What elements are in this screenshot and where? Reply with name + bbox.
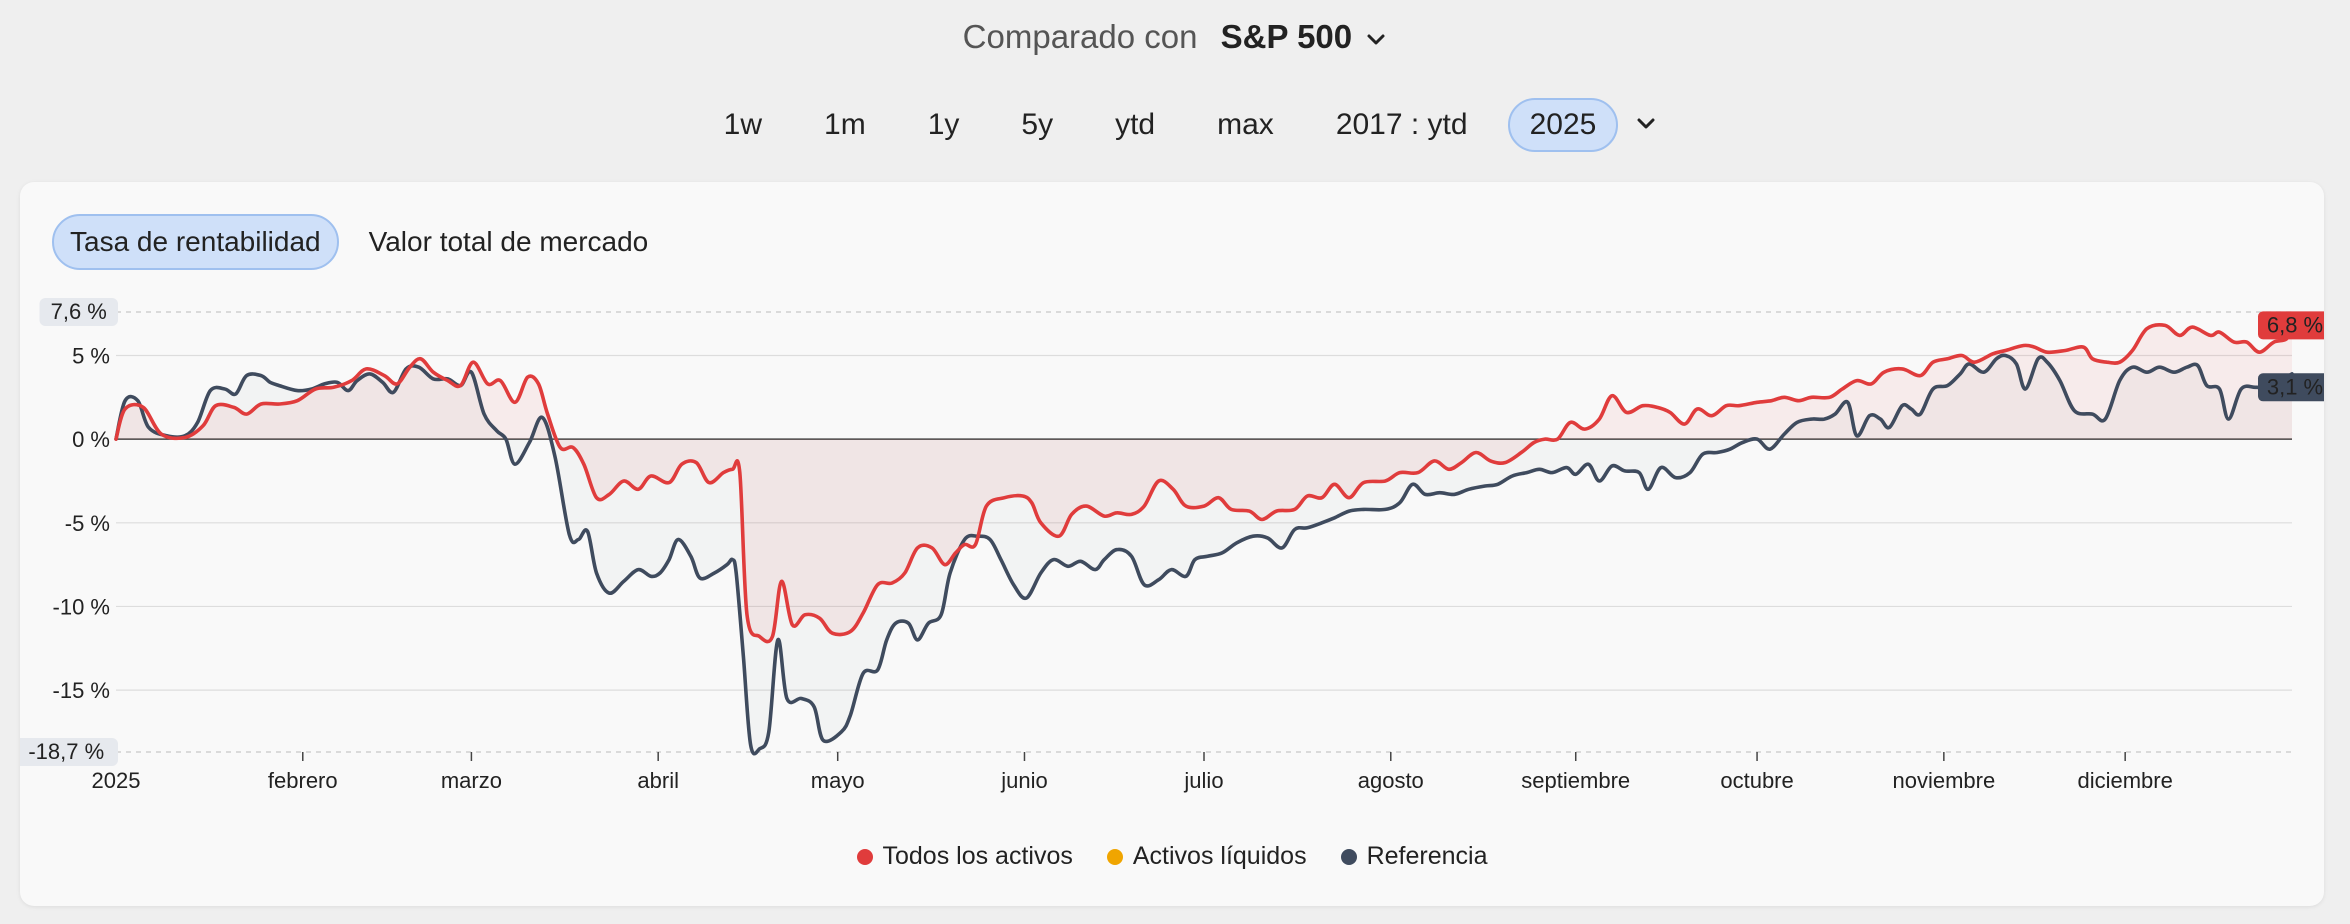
y-tick-label: 0 % (72, 427, 110, 452)
range-2017-ytd[interactable]: 2017 : ytd (1335, 108, 1468, 141)
end-value-badge-bg (2258, 311, 2324, 340)
legend-label: Referencia (1366, 842, 1488, 870)
x-tick-label: octubre (1720, 768, 1793, 793)
x-tick-label: agosto (1358, 768, 1424, 793)
min-value-label-bg (20, 738, 118, 766)
end-value-badge: 3,1 % (2267, 374, 2323, 399)
series-line (114, 353, 2294, 756)
line-chart: 5 % 0 % -5 % -10 % -15 % 7,6 % -18,7 % 6,8 % 3,1… (20, 298, 2324, 793)
chart-card: Tasa de rentabilidad Valor total de merc… (20, 182, 2324, 906)
x-tick-label: junio (1000, 768, 1047, 793)
time-range-bar: 1w 1m 1y 5y ytd max 2017 : ytd 2025 (0, 98, 2350, 152)
range-max[interactable]: max (1217, 108, 1274, 141)
x-tick-label: mayo (811, 768, 865, 793)
compare-prefix: Comparado con (962, 18, 1198, 55)
tab-total-market-value[interactable]: Valor total de mercado (368, 226, 649, 257)
legend-color-dot (856, 848, 873, 865)
legend-label: Activos líquidos (1132, 842, 1307, 870)
x-tick-label: 2025 (92, 768, 141, 793)
range-1w[interactable]: 1w (723, 108, 763, 141)
range-1y[interactable]: 1y (927, 108, 960, 141)
x-tick-label: septiembre (1521, 768, 1630, 793)
max-value-label: 7,6 % (51, 299, 107, 324)
max-value-label-bg (39, 298, 118, 326)
x-tick-label: febrero (268, 768, 338, 793)
y-tick-label: -15 % (53, 678, 110, 703)
x-tick-label: diciembre (2077, 768, 2172, 793)
end-value-badge-bg (2258, 373, 2324, 402)
y-tick-label: -5 % (65, 511, 110, 536)
range-1m[interactable]: 1m (824, 108, 866, 141)
benchmark-selector[interactable]: Comparado con S&P 500 (0, 18, 2350, 58)
legend-color-dot (1106, 848, 1123, 865)
benchmark-name[interactable]: S&P 500 (1220, 18, 1353, 55)
chevron-down-icon[interactable] (1635, 112, 1657, 139)
y-tick-label: 5 % (72, 343, 110, 368)
end-value-badge: 6,8 % (2267, 312, 2323, 337)
legend-label: Todos los activos (882, 842, 1073, 870)
range-ytd[interactable]: ytd (1115, 108, 1156, 141)
legend-item-benchmark[interactable]: Referencia (1340, 842, 1488, 871)
x-tick-label: julio (1183, 768, 1223, 793)
range-year[interactable]: 2025 (1507, 98, 1619, 152)
chart-tabs: Tasa de rentabilidad Valor total de merc… (52, 214, 666, 270)
series-area-fill (116, 324, 2292, 642)
series-area-fill (116, 355, 2292, 753)
range-5y[interactable]: 5y (1021, 108, 1054, 141)
x-tick-label: marzo (441, 768, 502, 793)
x-tick-label: abril (637, 768, 679, 793)
series-line (114, 323, 2294, 644)
x-tick-label: noviembre (1892, 768, 1995, 793)
min-value-label: -18,7 % (28, 739, 104, 764)
chart-legend: Todos los activos Activos líquidos Refer… (20, 842, 2324, 871)
legend-item-all-assets[interactable]: Todos los activos (856, 842, 1073, 871)
legend-item-liquid-assets[interactable]: Activos líquidos (1106, 842, 1307, 871)
chevron-down-icon[interactable] (1365, 20, 1387, 58)
y-tick-label: -10 % (53, 594, 110, 619)
tab-rate-of-return[interactable]: Tasa de rentabilidad (52, 214, 339, 270)
legend-color-dot (1340, 848, 1357, 865)
